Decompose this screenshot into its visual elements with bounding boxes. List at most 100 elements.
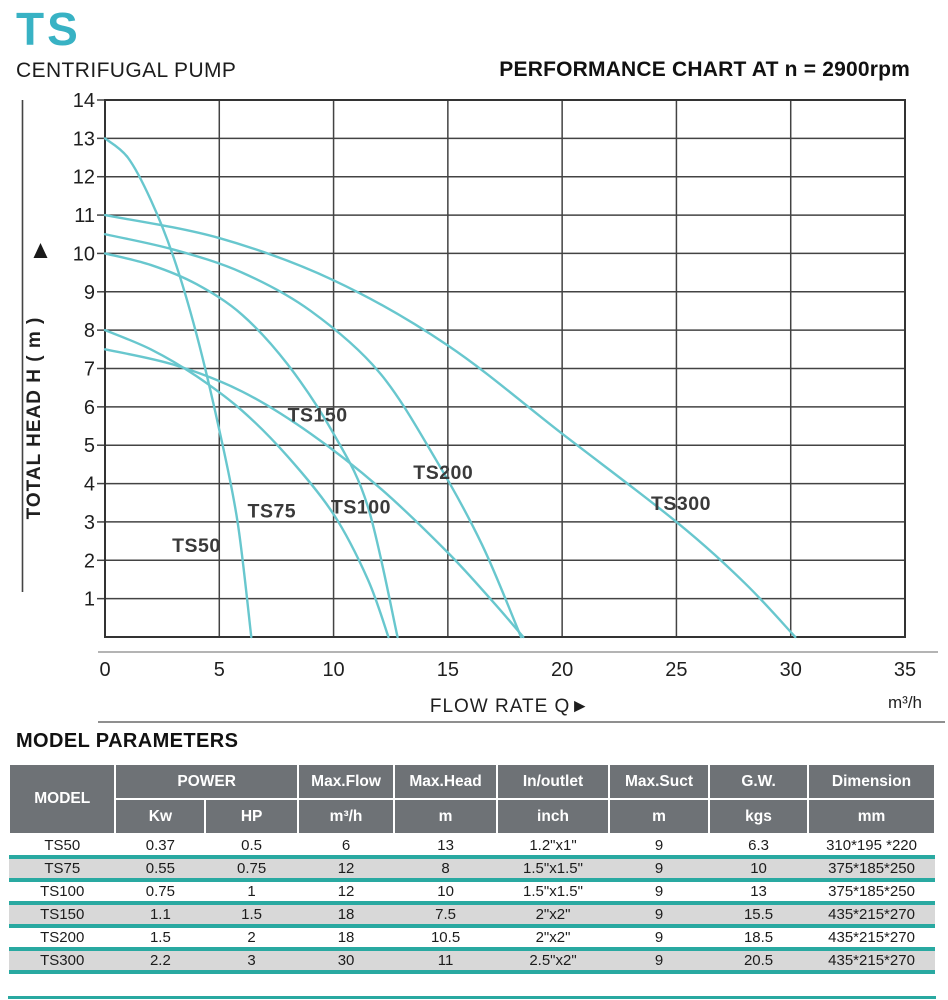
col-gw: G.W. — [707, 763, 810, 800]
curve-label-TS300: TS300 — [651, 493, 711, 515]
table-cell: 10.5 — [394, 926, 497, 949]
curve-label-TS200: TS200 — [413, 462, 473, 484]
col-dimension: Dimension — [807, 763, 936, 800]
col-hp: HP — [204, 798, 299, 835]
table-cell: 1.5 — [115, 926, 206, 949]
table-row: TS50 0.37 0.5 6 13 1.2"x1" 9 6.3 310*195 *220 — [9, 834, 935, 857]
table-cell: 18 — [297, 926, 395, 949]
y-tick-label: 11 — [74, 205, 95, 227]
table-cell: 11 — [394, 947, 497, 974]
table-cell: 10 — [394, 880, 497, 903]
curve-label-TS100: TS100 — [331, 497, 391, 519]
y-tick-label: 10 — [73, 243, 95, 265]
y-tick-label: 13 — [73, 128, 95, 150]
table-cell: 9 — [609, 926, 709, 949]
x-axis-title: FLOW RATE Q► — [430, 696, 590, 717]
table-row: TS75 0.55 0.75 12 8 1.5"x1.5" 9 10 375*185*250 — [9, 855, 935, 882]
chart-title: PERFORMANCE CHART AT n = 2900rpm — [499, 58, 910, 81]
y-tick-label: 8 — [84, 320, 95, 342]
table-cell: 6 — [297, 834, 395, 857]
y-tick-label: 12 — [73, 167, 95, 189]
table-cell: 435*215*270 — [808, 926, 935, 949]
table-cell: 0.55 — [115, 855, 206, 882]
table-cell: 0.75 — [115, 880, 206, 903]
table-cell: TS100 — [9, 880, 116, 903]
table-cell: 13 — [709, 880, 809, 903]
y-tick-label: 1 — [84, 589, 95, 611]
table-cell: 30 — [297, 947, 395, 974]
table-cell: 20.5 — [709, 947, 809, 974]
col-max-head: Max.Head — [393, 763, 498, 800]
x-tick-label: 0 — [99, 659, 110, 681]
table-cell: 18 — [297, 901, 395, 928]
table-cell: 1.2"x1" — [496, 834, 609, 857]
col-model: MODEL — [7, 763, 117, 835]
table-cell: 2.2 — [115, 947, 206, 974]
y-axis-title: TOTAL HEAD H ( m ) — [24, 317, 45, 520]
x-axis-unit: m³/h — [888, 693, 922, 712]
table-cell: 435*215*270 — [808, 947, 935, 974]
x-tick-label: 35 — [894, 659, 916, 681]
y-tick-label: 9 — [84, 282, 95, 304]
table-cell: 12 — [297, 855, 395, 882]
table-cell: 10 — [709, 855, 809, 882]
y-tick-label: 4 — [84, 474, 95, 496]
col-max-flow: Max.Flow — [296, 763, 396, 800]
table-cell: 15.5 — [709, 901, 809, 928]
curve-label-TS150: TS150 — [288, 405, 348, 427]
table-cell: 9 — [609, 834, 709, 857]
curve-TS150 — [103, 348, 525, 639]
model-parameters-table: MODEL POWER Max.Flow Max.Head In/outlet … — [7, 763, 936, 974]
y-tick-label: 14 — [73, 90, 95, 112]
plot-border — [104, 99, 906, 638]
y-axis-arrow-icon — [33, 243, 48, 258]
table-cell: TS75 — [9, 855, 116, 882]
y-tick-label: 3 — [84, 512, 95, 534]
table-cell: 375*185*250 — [808, 880, 935, 903]
table-cell: 2 — [205, 926, 298, 949]
table-cell: 2"x2" — [496, 926, 609, 949]
y-tick-label: 5 — [84, 435, 95, 457]
table-cell: 310*195 *220 — [808, 834, 935, 857]
x-tick-label: 25 — [665, 659, 687, 681]
table-section-title: MODEL PARAMETERS — [16, 730, 239, 752]
col-power: POWER — [114, 763, 299, 800]
table-cell: 375*185*250 — [808, 855, 935, 882]
table-cell: 3 — [205, 947, 298, 974]
curve-label-TS75: TS75 — [248, 500, 297, 522]
curve-TS200 — [103, 233, 523, 639]
table-row: TS200 1.5 2 18 10.5 2"x2" 9 18.5 435*215*270 — [9, 926, 935, 949]
table-cell: 2"x2" — [496, 901, 609, 928]
table-row: TS300 2.2 3 30 11 2.5"x2" 9 20.5 435*215*270 — [9, 947, 935, 974]
table-row: TS150 1.1 1.5 18 7.5 2"x2" 9 15.5 435*215*270 — [9, 901, 935, 928]
col-kw: Kw — [114, 798, 207, 835]
table-cell: 12 — [297, 880, 395, 903]
unit-max-head: m — [393, 798, 498, 835]
table-cell: 8 — [394, 855, 497, 882]
y-tick-label: 7 — [84, 359, 95, 381]
table-bottom-rule — [8, 996, 936, 999]
table-cell: 18.5 — [709, 926, 809, 949]
table-cell: TS300 — [9, 947, 116, 974]
table-row: TS100 0.75 1 12 10 1.5"x1.5" 9 13 375*185*250 — [9, 880, 935, 903]
brand-logo: TS — [16, 3, 81, 55]
table-cell: TS150 — [9, 901, 116, 928]
table-cell: 1.5"x1.5" — [496, 855, 609, 882]
y-tick-label: 2 — [84, 550, 95, 572]
table-header: MODEL POWER Max.Flow Max.Head In/outlet … — [7, 763, 936, 835]
curve-TS100 — [103, 252, 399, 639]
table-cell: 1.1 — [115, 901, 206, 928]
unit-max-flow: m³/h — [296, 798, 396, 835]
table-cell: 9 — [609, 880, 709, 903]
unit-dimension: mm — [807, 798, 936, 835]
table-cell: 0.75 — [205, 855, 298, 882]
x-tick-label: 10 — [322, 659, 344, 681]
table-cell: 9 — [609, 901, 709, 928]
unit-max-suct: m — [608, 798, 710, 835]
table-cell: 1.5"x1.5" — [496, 880, 609, 903]
unit-in-outlet: inch — [495, 798, 611, 835]
unit-gw: kgs — [707, 798, 810, 835]
col-in-outlet: In/outlet — [495, 763, 611, 800]
curve-TS75 — [103, 328, 390, 639]
x-tick-label: 30 — [780, 659, 802, 681]
